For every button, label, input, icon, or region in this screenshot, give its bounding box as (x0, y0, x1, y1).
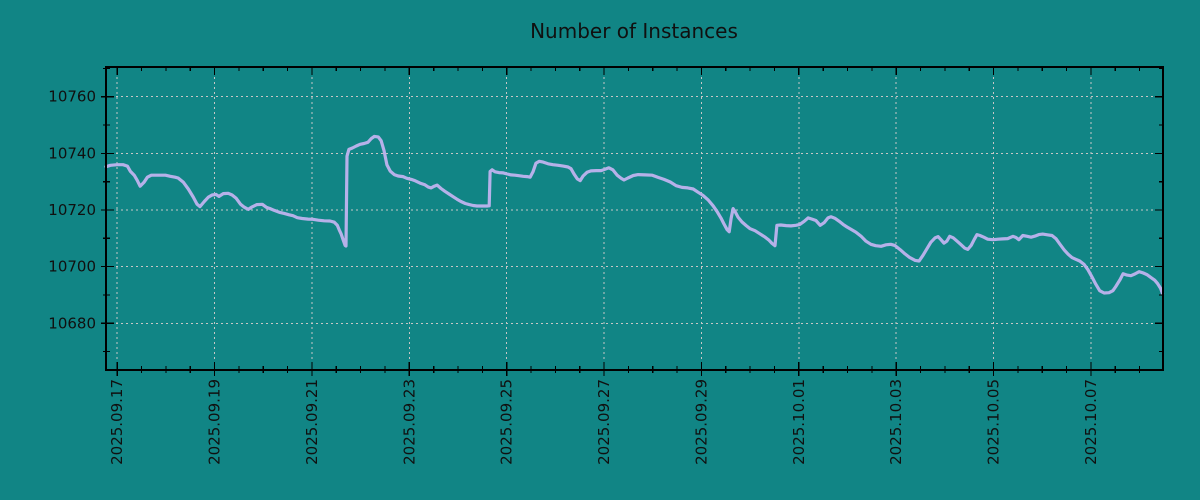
axis-tick-labels: 10680 10700 10720 10740 10760 2025.09.17 2025.… (48, 88, 1100, 465)
y-tick-label: 10700 (48, 258, 96, 276)
x-tick-label: 2025.09.21 (303, 379, 321, 465)
x-tick-label: 2025.10.03 (887, 379, 905, 465)
x-tick-label: 2025.09.27 (595, 379, 613, 465)
y-tick-label: 10760 (48, 88, 96, 106)
chart-title: Number of Instances (530, 19, 738, 43)
y-tick-label: 10740 (48, 144, 96, 162)
x-tick-label: 2025.10.05 (985, 379, 1003, 465)
x-tick-label: 2025.09.25 (498, 379, 516, 465)
plot-frame (105, 66, 1164, 371)
x-tick-label: 2025.10.01 (790, 379, 808, 465)
data-series-polyline (104, 134, 1165, 296)
y-tick-label: 10680 (48, 314, 96, 332)
x-tick-label: 2025.09.17 (108, 379, 126, 465)
x-tick-label: 2025.09.19 (206, 379, 224, 465)
x-tick-label: 2025.09.23 (400, 379, 418, 465)
x-tick-label: 2025.10.07 (1082, 379, 1100, 465)
x-tick-label: 2025.09.29 (692, 379, 710, 465)
series-line (104, 134, 1165, 296)
axis-ticks (101, 67, 1163, 376)
grid-lines (106, 67, 1163, 370)
y-tick-label: 10720 (48, 201, 96, 219)
